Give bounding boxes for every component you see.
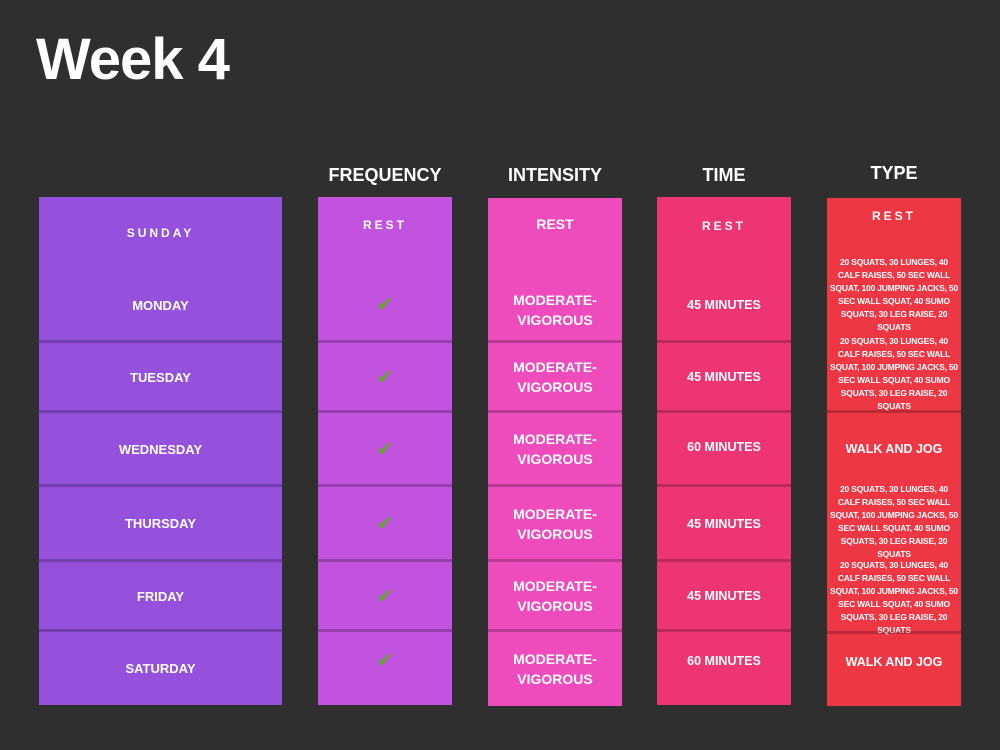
day-label: MONDAY [132,297,189,313]
column-header-time: TIME [702,165,746,185]
intensity-value: MODERATE-VIGOROUS [513,578,597,614]
check-icon: ✔ [376,294,394,316]
check-icon: ✔ [376,585,394,608]
table-cell: ✔ [318,629,452,689]
type-value: 20 SQUATS, 30 LUNGES, 40 CALF RAISES, 50… [830,560,958,635]
type-value: WALK AND JOG [845,654,943,669]
type-value: 20 SQUATS, 30 LUNGES, 40 CALF RAISES, 50… [830,484,958,559]
table-cell: WALK AND JOG [827,631,961,689]
day-label: FRIDAY [136,588,185,604]
time-column: REST 45 MINUTES 45 MINUTES 60 MINUTES 45… [657,197,791,705]
intensity-value: REST [536,216,574,232]
table-cell: MODERATE-VIGOROUS [488,559,622,630]
table-cell: MODERATE-VIGOROUS [488,270,622,350]
day-label: THURSDAY [124,516,197,531]
time-value: 45 MINUTES [687,297,761,312]
type-value: WALK AND JOG [845,442,943,456]
table-cell: 60 MINUTES [657,410,791,480]
check-icon: ✔ [376,438,394,461]
table-cell: MODERATE-VIGOROUS [488,484,622,560]
table-cell: ✔ [318,559,452,630]
column-header-type: TYPE [870,163,918,183]
day-label: WEDNESDAY [118,441,203,457]
check-icon: ✔ [376,513,394,535]
table-cell: REST [488,198,622,250]
table-row: SUNDAY [39,197,282,269]
table-cell: 20 SQUATS, 30 LUNGES, 40 CALF RAISES, 50… [827,560,961,636]
table-cell: 20 SQUATS, 30 LUNGES, 40 CALF RAISES, 50… [827,254,961,336]
column-header-frequency: FREQUENCY [328,165,442,185]
time-value: 60 MINUTES [687,653,761,668]
table-cell: 60 MINUTES [657,629,791,689]
type-value: REST [871,209,916,223]
table-cell: 20 SQUATS, 30 LUNGES, 40 CALF RAISES, 50… [827,484,961,560]
table-cell: MODERATE-VIGOROUS [488,629,622,706]
table-cell: MODERATE-VIGOROUS [488,340,622,411]
intensity-value: MODERATE-VIGOROUS [513,359,597,395]
frequency-value: REST [362,218,407,232]
type-value: 20 SQUATS, 30 LUNGES, 40 CALF RAISES, 50… [830,336,958,411]
day-label: TUESDAY [130,369,191,385]
intensity-value: MODERATE-VIGOROUS [513,505,597,542]
day-label: SATURDAY [125,661,196,676]
table-row: THURSDAY [39,484,282,560]
time-value: 45 MINUTES [687,516,761,531]
intensity-value: MODERATE-VIGOROUS [513,292,597,328]
table-cell: 45 MINUTES [657,559,791,630]
time-value: 45 MINUTES [687,589,761,603]
page-title: Week 4 [36,27,230,92]
day-label: SUNDAY [126,226,195,240]
table-cell: REST [827,198,961,234]
table-cell: ✔ [318,340,452,411]
column-header-intensity: INTENSITY [507,165,602,185]
day-column: SUNDAY MONDAY TUESDAY WEDNESDAY THURSDAY… [39,197,282,705]
table-cell: ✔ [318,269,452,340]
table-cell: MODERATE-VIGOROUS [488,410,622,485]
table-cell: REST [318,197,452,253]
table-row: WEDNESDAY [39,410,282,485]
check-icon: ✔ [376,650,394,672]
table-cell: 20 SQUATS, 30 LUNGES, 40 CALF RAISES, 50… [827,336,961,412]
frequency-column: REST ✔ ✔ ✔ ✔ ✔ ✔ [318,197,452,705]
intensity-value: MODERATE-VIGOROUS [513,431,597,467]
time-value: REST [701,219,746,233]
table-cell: 45 MINUTES [657,484,791,560]
type-column: REST 20 SQUATS, 30 LUNGES, 40 CALF RAISE… [827,198,961,706]
table-row: FRIDAY [39,559,282,630]
time-value: 60 MINUTES [687,439,761,454]
intensity-column: REST MODERATE-VIGOROUS MODERATE-VIGOROUS… [488,198,622,706]
time-value: 45 MINUTES [687,370,761,384]
table-cell: 45 MINUTES [657,269,791,340]
table-cell: ✔ [318,484,452,560]
type-value: 20 SQUATS, 30 LUNGES, 40 CALF RAISES, 50… [830,257,958,332]
intensity-value: MODERATE-VIGOROUS [513,651,597,687]
table-row: TUESDAY [39,340,282,411]
table-cell: ✔ [318,410,452,485]
table-cell: WALK AND JOG [827,410,961,485]
table-row: SATURDAY [39,629,282,705]
table-row: MONDAY [39,269,282,341]
table-cell: 45 MINUTES [657,340,791,411]
table-cell: REST [657,197,791,255]
check-icon: ✔ [376,366,394,389]
